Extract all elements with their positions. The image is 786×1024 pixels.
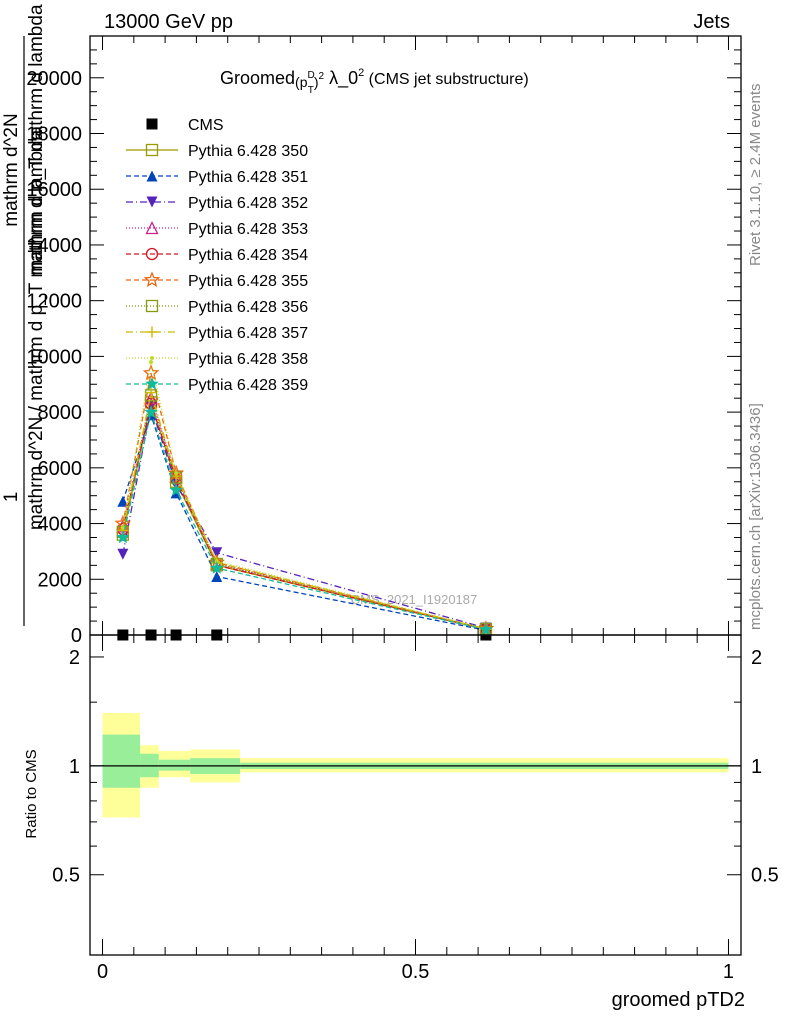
legend-label-0: CMS <box>188 117 224 134</box>
series-2-point-0 <box>117 495 129 507</box>
series-2-point-3 <box>211 570 223 582</box>
legend-marker-3 <box>146 196 158 208</box>
ratio-frame <box>89 634 742 956</box>
legend-marker-7 <box>145 299 159 313</box>
legend: CMS Pythia 6.428 350 Pythia 6.428 351 Pythi… <box>126 117 308 394</box>
series-3-point-0 <box>117 548 129 560</box>
legend-marker-4 <box>145 221 159 235</box>
main-ytick-label-1: 2000 <box>38 569 83 591</box>
legend-entry-6: Pythia 6.428 355 <box>126 271 308 290</box>
ratio-xtick-label-2: 1 <box>723 961 734 983</box>
legend-marker-2 <box>146 170 158 182</box>
ratio-band-inner-0 <box>102 734 141 788</box>
series-line-5 <box>122 401 487 630</box>
legend-label-4: Pythia 6.428 353 <box>188 221 308 238</box>
series-10-point-1 <box>144 405 158 418</box>
main-ytick-label-6: 12000 <box>26 291 82 313</box>
main-y-label: 1 mathrm d^2N mathrm d^2N / mathrm d p_T… <box>1 4 47 530</box>
watermark: CMS_2021_I1920187 <box>351 592 478 607</box>
legend-marker-5 <box>145 247 159 261</box>
ratio-xtick-label-0: 0 <box>97 961 108 983</box>
legend-label-7: Pythia 6.428 356 <box>188 299 308 316</box>
ratio-ytick-label-right-2: 2 <box>751 647 762 669</box>
legend-marker-6 <box>143 271 161 288</box>
plot-title: Groomed(pD T)2 λ_02 (CMS jet substructure… <box>220 67 529 96</box>
ratio-axes: 0.5 0.5 1 1 2 2 0 0.5 1 <box>52 634 779 983</box>
legend-label-2: Pythia 6.428 351 <box>188 169 308 186</box>
legend-marker-0 <box>146 118 158 130</box>
legend-marker-1 <box>145 143 159 157</box>
legend-entry-8: Pythia 6.428 357 <box>126 325 308 342</box>
ratio-ytick-label-left-2: 2 <box>69 647 80 669</box>
legend-entry-10: Pythia 6.428 359 <box>126 377 308 394</box>
category-label: Jets <box>693 11 730 33</box>
legend-label-3: Pythia 6.428 352 <box>188 195 308 212</box>
main-ytick-label-7: 14000 <box>26 235 82 257</box>
main-axes: 0 2000 4000 6000 8000 10000 12000 14000 16000 180… <box>26 35 742 647</box>
right-label-bottom: mcplots.cern.ch [arXiv:1306.3436] <box>747 403 764 630</box>
series-10-point-2 <box>169 483 183 496</box>
ratio-xtick-label-1: 0.5 <box>402 961 430 983</box>
series-3-point-3 <box>211 547 223 559</box>
legend-label-9: Pythia 6.428 358 <box>188 351 308 368</box>
legend-marker-10 <box>145 377 159 390</box>
series-10-point-4 <box>479 622 493 636</box>
legend-entry-5: Pythia 6.428 354 <box>126 247 308 264</box>
series-10-point-0 <box>116 530 130 544</box>
energy-label: 13000 GeV pp <box>104 11 233 33</box>
main-ytick-label-2: 4000 <box>38 514 83 536</box>
legend-label-6: Pythia 6.428 355 <box>188 273 308 290</box>
ratio-y-label: Ratio to CMS <box>23 749 40 838</box>
y-label-denominator: mathrm d^2N / mathrm d p_T mathrm d lamb… <box>26 129 47 530</box>
main-ytick-label-10: 20000 <box>26 68 82 90</box>
main-ytick-label-4: 8000 <box>38 402 83 424</box>
main-ytick-label-8: 16000 <box>26 179 82 201</box>
series-9-point-2 <box>174 471 179 476</box>
legend-marker-8 <box>146 326 158 338</box>
main-ytick-label-5: 10000 <box>26 346 82 368</box>
series-6-point-1 <box>142 364 160 381</box>
y-label-numerator: 1 <box>1 492 22 503</box>
legend-entry-4: Pythia 6.428 353 <box>126 221 308 238</box>
legend-label-10: Pythia 6.428 359 <box>188 377 308 394</box>
legend-entry-9: Pythia 6.428 358 <box>126 351 308 368</box>
ratio-ytick-label-left-0: 0.5 <box>52 865 80 887</box>
series-9-point-3 <box>214 559 219 564</box>
legend-label-8: Pythia 6.428 357 <box>188 325 308 342</box>
ratio-band-inner-2 <box>158 759 191 771</box>
y-label-numerator-overlay: mathrm d^2N <box>1 113 22 226</box>
series-8-point-1 <box>145 387 157 399</box>
series-10-point-3 <box>210 561 224 574</box>
x-axis-label: groomed pTD2 <box>612 989 745 1011</box>
ratio-ytick-label-right-1: 1 <box>751 756 762 778</box>
main-ytick-label-9: 18000 <box>26 124 82 146</box>
legend-entry-3: Pythia 6.428 352 <box>126 195 308 212</box>
y-label-denominator-overlay: mathrm d p_T mathrm d lambda <box>26 4 47 275</box>
legend-entry-1: Pythia 6.428 350 <box>126 143 308 160</box>
ratio-uncertainty-bands <box>90 712 741 818</box>
series-line-6 <box>122 372 487 630</box>
legend-label-5: Pythia 6.428 354 <box>188 247 308 264</box>
main-ytick-label-3: 6000 <box>38 458 83 480</box>
series-10 <box>116 405 493 636</box>
legend-entry-2: Pythia 6.428 351 <box>126 169 308 186</box>
ratio-ytick-label-right-0: 0.5 <box>751 865 779 887</box>
series-9-point-0 <box>120 525 125 530</box>
legend-entry-7: Pythia 6.428 356 <box>126 299 308 316</box>
series-9-point-1 <box>149 359 154 364</box>
legend-marker-9 <box>150 356 154 360</box>
legend-label-1: Pythia 6.428 350 <box>188 143 308 160</box>
right-label-top: Rivet 3.1.10, ≥ 2.4M events <box>747 84 764 267</box>
legend-entry-0: CMS <box>146 117 224 134</box>
main-ytick-label-0: 0 <box>71 625 82 647</box>
ratio-ytick-label-left-1: 1 <box>69 756 80 778</box>
